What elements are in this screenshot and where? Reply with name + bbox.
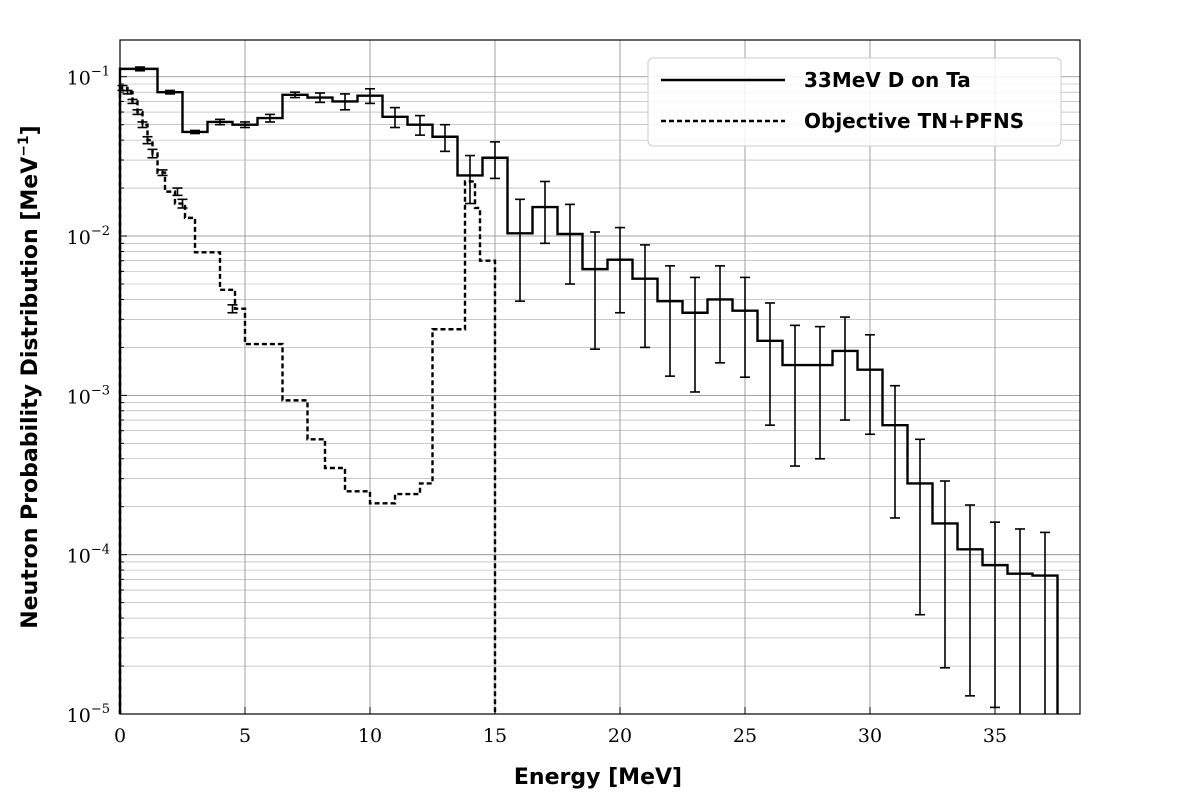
y-tick-base: 10 — [67, 546, 91, 568]
x-tick-label: 35 — [983, 725, 1007, 747]
legend: 33MeV D on Ta Objective TN+PFNS — [647, 57, 1062, 147]
y-axis-label-text: Neutron Probability Distribution [MeV — [18, 157, 43, 629]
x-tick-label: 20 — [608, 725, 632, 747]
y-tick-base: 10 — [67, 386, 91, 408]
y-tick-label: 10−3 — [67, 383, 110, 408]
y-tick-exponent: −3 — [91, 383, 110, 398]
y-tick-label: 10−2 — [67, 224, 110, 249]
y-axis-label: Neutron Probability Distribution [MeV−1] — [16, 125, 43, 629]
y-tick-label: 10−4 — [67, 543, 110, 568]
x-tick-label: 30 — [858, 725, 882, 747]
legend-label-series-2: Objective TN+PFNS — [804, 109, 1024, 133]
plot-area — [117, 66, 1059, 714]
y-tick-base: 10 — [67, 705, 91, 727]
y-axis-label-exponent: −1 — [16, 135, 32, 156]
y-tick-base: 10 — [67, 68, 91, 90]
x-axis-label: Energy [MeV] — [514, 765, 682, 790]
legend-label-series-1: 33MeV D on Ta — [804, 68, 971, 92]
series-line-1 — [118, 67, 1059, 714]
x-tick-label: 25 — [733, 725, 757, 747]
x-tick-label: 10 — [358, 725, 382, 747]
y-tick-exponent: −4 — [91, 543, 110, 558]
plot-frame — [119, 39, 1081, 715]
y-tick-base: 10 — [67, 227, 91, 249]
series-line-2 — [118, 86, 497, 714]
y-tick-label: 10−5 — [67, 702, 110, 727]
x-tick-label: 5 — [239, 725, 251, 747]
x-tick-label: 15 — [483, 725, 507, 747]
y-tick-exponent: −5 — [91, 702, 110, 717]
y-tick-exponent: −1 — [91, 65, 110, 80]
y-tick-label: 10−1 — [67, 65, 110, 90]
x-tick-label: 0 — [114, 725, 126, 747]
y-tick-exponent: −2 — [91, 224, 110, 239]
y-axis-label-close: ] — [18, 125, 43, 135]
